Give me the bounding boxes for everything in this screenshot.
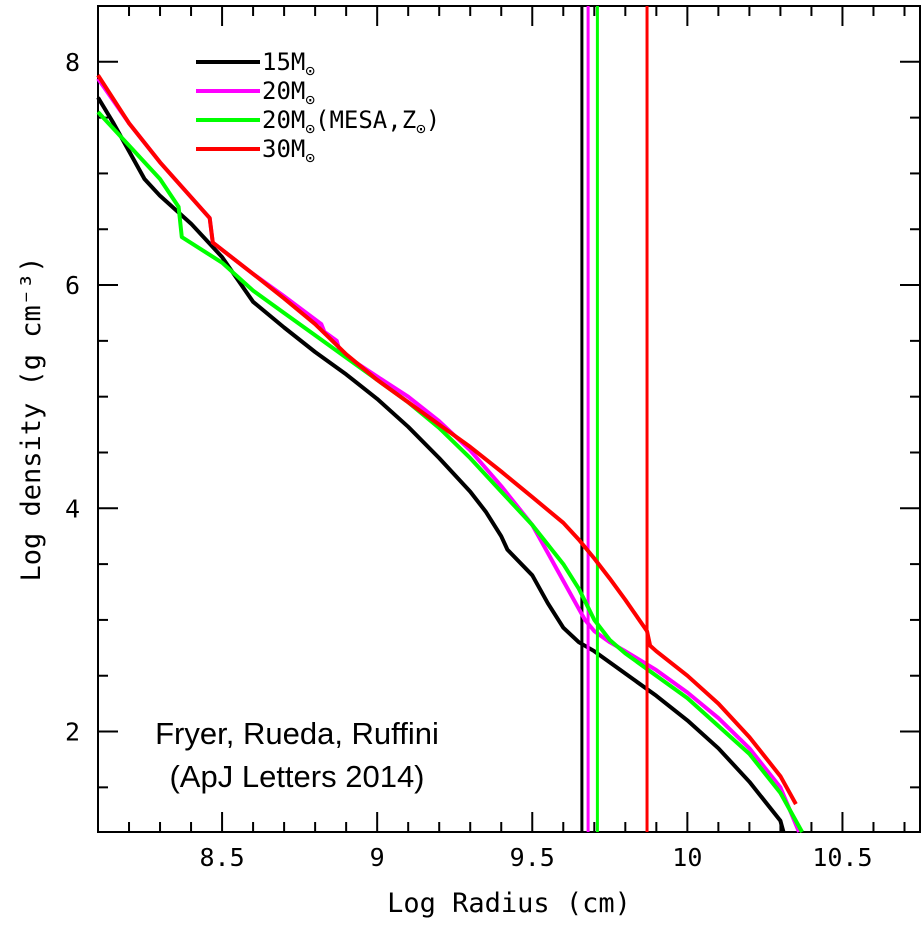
y-tick-label: 6: [65, 271, 80, 300]
series-layer: [96, 6, 804, 833]
legend-label-1: 15M⊙: [262, 48, 315, 80]
citation-line-2: (ApJ Letters 2014): [169, 759, 424, 794]
x-tick-label: 9: [370, 843, 385, 872]
y-tick-label: 2: [65, 718, 80, 747]
axis-tick-labels: 8.5 9 9.5 10 10.5 2 4 6 8: [65, 48, 873, 872]
x-tick-label: 9.5: [510, 843, 555, 872]
plot-frame: [97, 5, 921, 833]
x-axis-title: Log Radius (cm): [387, 888, 631, 919]
y-axis-title: Log density (g cm⁻³): [16, 256, 47, 581]
y-tick-label: 4: [65, 494, 80, 523]
series-line-4: [96, 74, 798, 806]
x-tick-label: 8.5: [199, 843, 244, 872]
legend: 15M⊙20M⊙20M⊙(MESA,Z⊙)30M⊙: [196, 48, 440, 167]
x-tick-label: 10.5: [812, 843, 872, 872]
y-tick-label: 8: [65, 48, 80, 77]
legend-label-3: 20M⊙(MESA,Z⊙): [262, 106, 440, 138]
citation-line-1: Fryer, Rueda, Ruffini: [155, 716, 439, 751]
series-line-3: [96, 110, 804, 833]
series-line-1: [96, 96, 786, 833]
axis-ticks: [97, 5, 920, 832]
x-tick-label: 10: [672, 843, 702, 872]
legend-label-4: 30M⊙: [262, 135, 315, 167]
legend-label-2: 20M⊙: [262, 77, 315, 109]
